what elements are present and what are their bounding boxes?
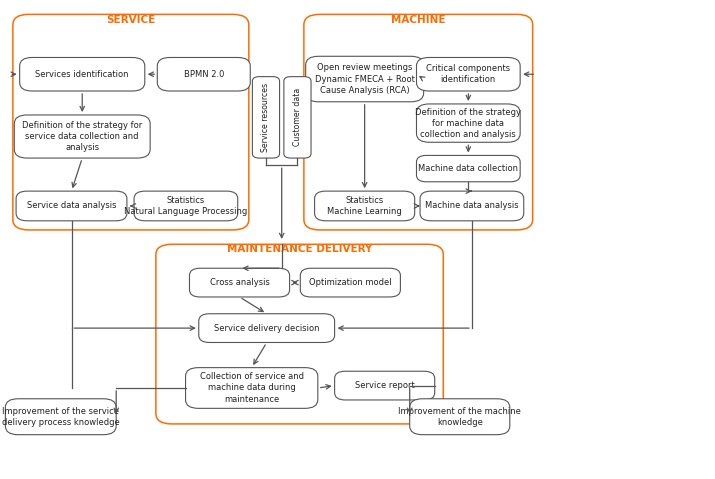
FancyBboxPatch shape xyxy=(252,77,280,158)
Text: Services identification: Services identification xyxy=(36,70,129,79)
FancyBboxPatch shape xyxy=(284,77,311,158)
FancyBboxPatch shape xyxy=(416,104,521,142)
Text: Machine data collection: Machine data collection xyxy=(418,164,518,173)
FancyBboxPatch shape xyxy=(416,57,521,91)
FancyBboxPatch shape xyxy=(20,57,145,91)
FancyBboxPatch shape xyxy=(134,191,237,221)
FancyBboxPatch shape xyxy=(315,191,415,221)
Text: Service delivery decision: Service delivery decision xyxy=(214,324,320,332)
FancyBboxPatch shape xyxy=(16,191,127,221)
Text: Improvement of the machine
knowledge: Improvement of the machine knowledge xyxy=(398,407,521,427)
FancyBboxPatch shape xyxy=(14,115,150,158)
Text: Service report: Service report xyxy=(355,381,415,390)
Text: Statistics
Machine Learning: Statistics Machine Learning xyxy=(327,196,402,216)
Text: SERVICE: SERVICE xyxy=(107,15,155,25)
FancyBboxPatch shape xyxy=(420,191,523,221)
Text: Machine data analysis: Machine data analysis xyxy=(425,202,518,210)
Text: Definition of the strategy
for machine data
collection and analysis: Definition of the strategy for machine d… xyxy=(415,107,521,139)
Text: BPMN 2.0: BPMN 2.0 xyxy=(184,70,224,79)
FancyBboxPatch shape xyxy=(305,57,423,102)
FancyBboxPatch shape xyxy=(410,399,510,435)
Text: Statistics
Natural Language Processing: Statistics Natural Language Processing xyxy=(124,196,247,216)
Text: MACHINE: MACHINE xyxy=(391,15,445,25)
FancyBboxPatch shape xyxy=(335,371,435,400)
Text: Critical components
identification: Critical components identification xyxy=(426,64,511,84)
Text: Optimization model: Optimization model xyxy=(309,278,392,287)
Text: Service data analysis: Service data analysis xyxy=(26,202,117,210)
FancyBboxPatch shape xyxy=(199,314,335,342)
FancyBboxPatch shape xyxy=(157,57,250,91)
Text: Improvement of the service
delivery process knowledge: Improvement of the service delivery proc… xyxy=(2,407,119,427)
Text: Customer data: Customer data xyxy=(293,88,302,147)
Text: Collection of service and
machine data during
maintenance: Collection of service and machine data d… xyxy=(199,372,304,404)
Text: Service resources: Service resources xyxy=(262,83,270,152)
Text: Open review meetings
Dynamic FMECA + Root
Cause Analysis (RCA): Open review meetings Dynamic FMECA + Roo… xyxy=(315,63,415,95)
Text: Definition of the strategy for
service data collection and
analysis: Definition of the strategy for service d… xyxy=(22,121,142,152)
FancyBboxPatch shape xyxy=(416,155,521,182)
FancyBboxPatch shape xyxy=(185,368,317,408)
Text: MAINTENANCE DELIVERY: MAINTENANCE DELIVERY xyxy=(227,244,373,254)
FancyBboxPatch shape xyxy=(300,268,400,297)
Text: Cross analysis: Cross analysis xyxy=(209,278,270,287)
FancyBboxPatch shape xyxy=(189,268,290,297)
FancyBboxPatch shape xyxy=(6,399,116,435)
